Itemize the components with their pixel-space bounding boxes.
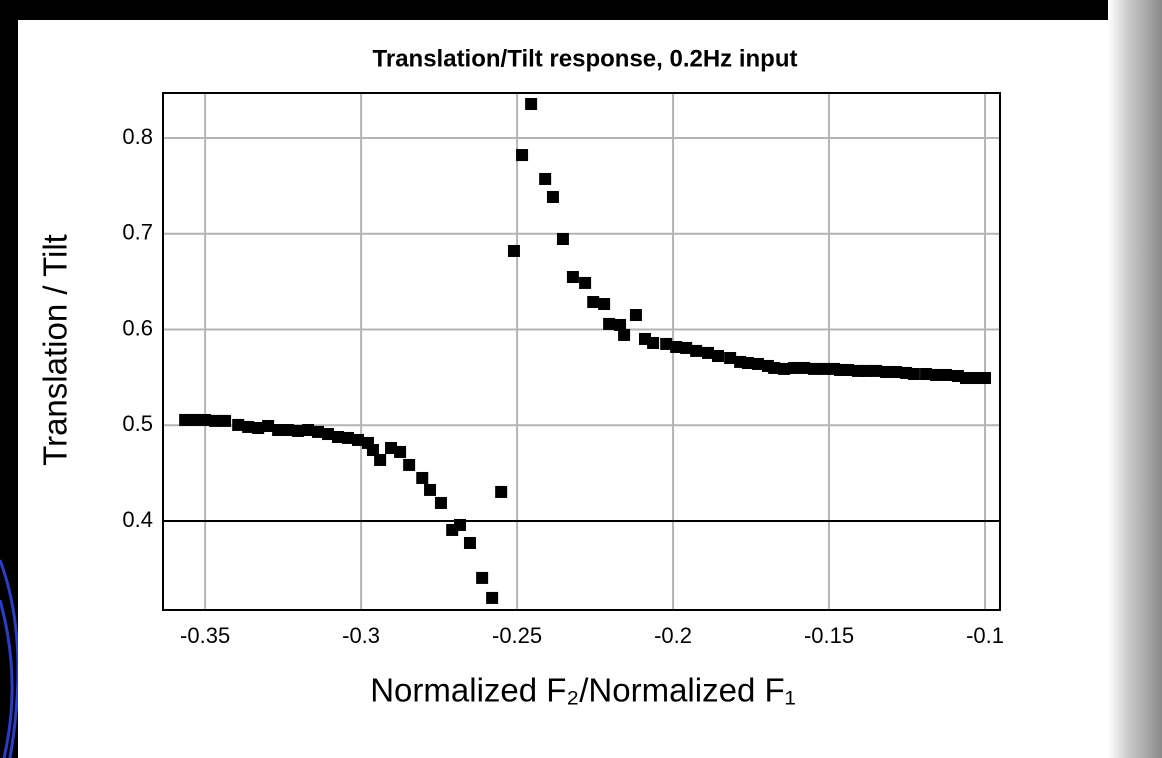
slide-area [18,20,1108,758]
point [416,471,429,484]
point [566,271,579,284]
plot: -0.35 -0.3 -0.25 -0.2 -0.15 -0.1 0.4 0.5 0.6 0.7 0… [122,92,1004,648]
point [647,336,660,349]
point [189,413,202,426]
y-tick-label: 0.8 [122,124,153,149]
y-axis-label: Translation / Tilt [37,234,74,466]
point [403,458,416,471]
point [525,98,538,111]
point [788,361,801,374]
point [232,418,245,431]
y-tick-label: 0.5 [122,411,153,436]
point [272,424,285,437]
point [969,372,982,385]
point [920,367,933,380]
point [453,518,466,531]
point [880,365,893,378]
point [292,424,305,437]
point [680,341,693,354]
point [598,298,611,311]
point [252,421,265,434]
point [322,428,335,441]
point [870,364,883,377]
point [959,372,972,385]
point [351,433,364,446]
point [808,362,821,375]
point [486,591,499,604]
point [556,233,569,246]
point [179,413,192,426]
point [603,317,616,330]
point [219,414,232,427]
point [332,430,345,443]
point [374,453,387,466]
point [751,357,764,370]
y-tick-label: 0.6 [122,315,153,340]
point [242,420,255,433]
y-tick-label: 0.7 [122,220,153,245]
point [842,363,855,376]
point [614,318,627,331]
point [262,419,275,432]
point [768,361,781,374]
point [516,149,529,162]
point [618,328,631,341]
point [907,367,920,380]
point [312,425,325,438]
point [979,372,992,385]
point [798,361,811,374]
point [724,352,737,365]
chart-title: Translation/Tilt response, 0.2Hz input [373,45,798,72]
point [860,364,873,377]
point [302,424,315,437]
point [199,413,212,426]
x-tick-label: -0.15 [804,623,854,648]
point [539,172,552,185]
point [670,341,683,354]
point [818,362,831,375]
point [341,431,354,444]
plot-frame [162,92,1001,611]
point [385,442,398,455]
point [702,346,715,359]
point [741,356,754,369]
point [629,309,642,322]
point [463,536,476,549]
point [394,445,407,458]
point [579,276,592,289]
point [711,349,724,362]
point [476,571,489,584]
side-strip [1108,0,1162,758]
point [690,344,703,357]
point [546,190,559,203]
point [424,483,437,496]
x-tick-label: -0.2 [654,623,692,648]
point [587,296,600,309]
point [507,244,520,257]
point [930,368,943,381]
point [366,444,379,457]
point [495,485,508,498]
x-tick-label: -0.3 [342,623,380,648]
x-tick-label: -0.35 [180,623,230,648]
point [778,362,791,375]
point [890,365,903,378]
decoration [0,559,20,758]
x-tick-label: -0.1 [966,623,1004,648]
point [434,496,447,509]
point [209,414,222,427]
x-axis-label: Normalized F₂/Normalized F₁ [370,672,796,709]
y-tick-label: 0.4 [122,507,153,532]
point [282,424,295,437]
point [940,368,953,381]
point [660,337,673,350]
x-tick-label: -0.25 [492,623,542,648]
